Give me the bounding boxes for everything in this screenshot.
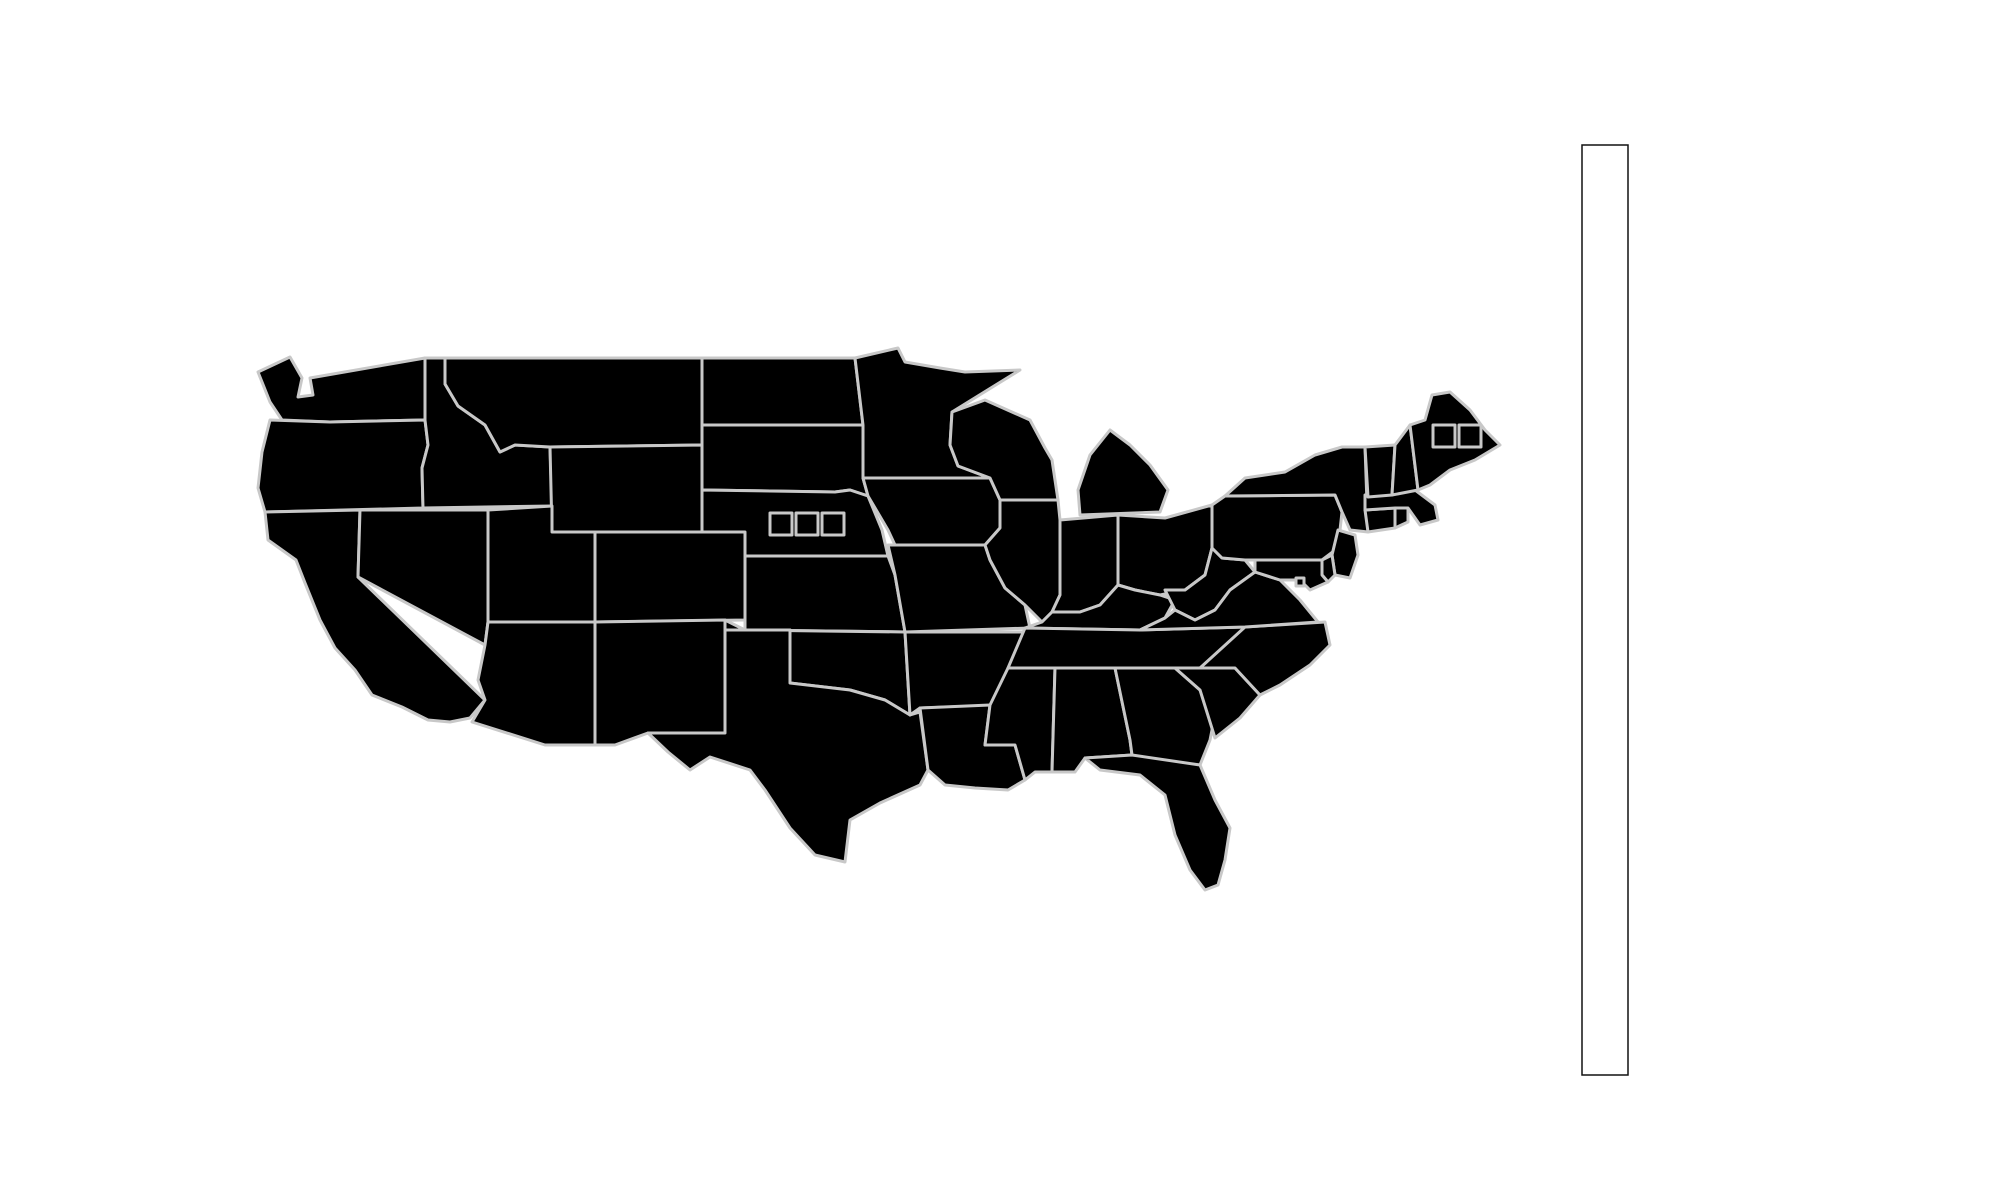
state-ri [1393, 506, 1410, 530]
state-vt [1363, 443, 1397, 499]
state-az [470, 620, 597, 747]
state-fl [1083, 753, 1232, 892]
state-sd [700, 423, 870, 498]
state-wy [548, 443, 704, 534]
state-mi [1076, 428, 1170, 517]
me-district-2-box [1457, 423, 1483, 449]
state-va [1138, 570, 1320, 632]
state-pa [1210, 493, 1344, 562]
state-il [983, 498, 1062, 624]
state-or [256, 418, 430, 514]
state-tx [646, 628, 930, 864]
state-nd [700, 356, 865, 427]
us-states-map [256, 346, 1502, 892]
state-nm [593, 618, 727, 747]
state-dc [1294, 576, 1306, 588]
state-nj [1330, 528, 1360, 580]
state-wa [256, 355, 427, 424]
state-ct [1363, 506, 1397, 534]
state-ca [263, 508, 487, 724]
colorbar [1581, 144, 1629, 1076]
ne-district-2-box [794, 511, 820, 537]
state-co [593, 530, 747, 624]
ne-district-1-box [768, 511, 794, 537]
state-ma [1363, 488, 1440, 527]
colorbar-gradient [1581, 144, 1629, 1076]
state-md [1253, 558, 1330, 592]
state-nc [1138, 620, 1332, 697]
ne-district-3-box [820, 511, 846, 537]
me-district-1-box [1431, 423, 1457, 449]
state-ks [743, 554, 907, 634]
